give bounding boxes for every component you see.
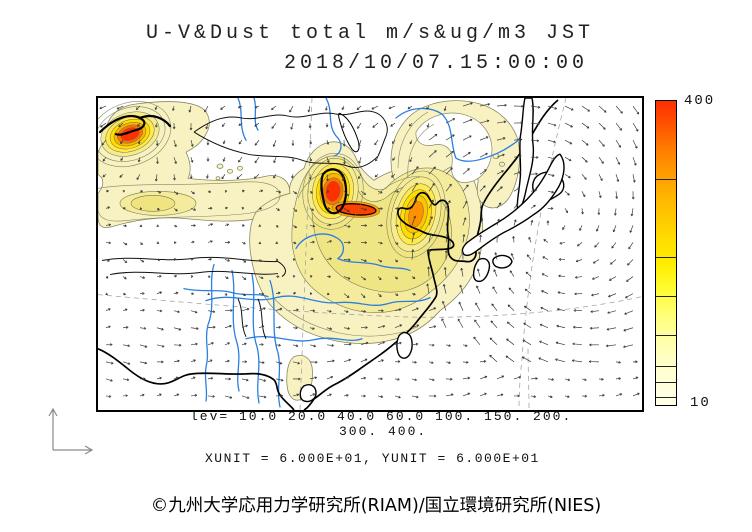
map-plot-area: [96, 96, 644, 412]
copyright-text: ©九州大学応用力学研究所(RIAM)/国立環境研究所(NIES): [150, 496, 602, 516]
contour-levels-line1: lev= 10.0 20.0 40.0 60.0 100. 150. 200.: [190, 409, 573, 424]
dust-wind-map: [98, 98, 642, 410]
figure-title: U-V&Dust total m/s&ug/m3 JST: [146, 22, 595, 45]
contour-levels-line2: 300. 400.: [339, 424, 428, 439]
colorbar: [655, 100, 677, 406]
colorbar-max-label: 400: [684, 93, 716, 109]
colorbar-gradient: [656, 101, 676, 405]
axis-arrows-icon: [48, 407, 94, 455]
vector-units-line: XUNIT = 6.000E+01, YUNIT = 6.000E+01: [205, 451, 540, 466]
figure-timestamp: 2018/10/07.15:00:00: [284, 52, 589, 75]
wind-vector-field: [99, 102, 640, 399]
colorbar-min-label: 10: [690, 395, 711, 411]
